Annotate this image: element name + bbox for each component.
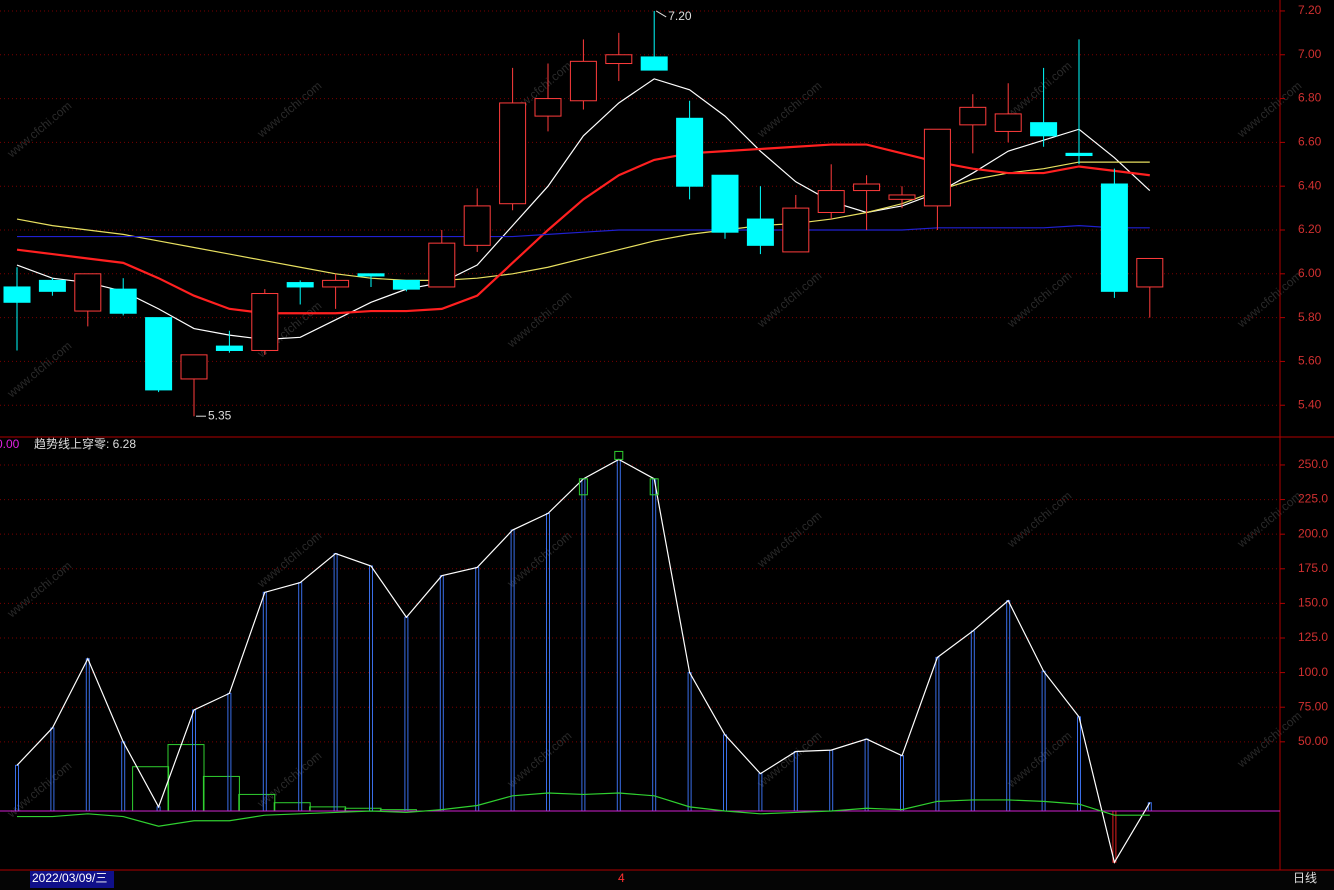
candle-body: [746, 218, 774, 246]
candle-body: [959, 106, 987, 126]
y-tick-label: 7.00: [1298, 47, 1322, 61]
cursor-date: 2022/03/09/三: [32, 871, 107, 885]
candle-body: [251, 293, 279, 351]
month-label: 4: [618, 871, 625, 885]
y-tick-label: 6.80: [1298, 91, 1322, 105]
low-label: 5.35: [208, 408, 232, 422]
peak-marker: [614, 450, 624, 460]
indicator-label: 趋势线上穿零: 6.28: [34, 436, 136, 451]
candle-body: [569, 60, 597, 102]
y-tick-label: 5.60: [1298, 354, 1322, 368]
y-tick-label: 250.0: [1298, 457, 1328, 471]
candle-body: [640, 56, 668, 71]
peak-marker: [578, 478, 588, 496]
candle-body: [428, 242, 456, 288]
y-tick-label: 150.0: [1298, 596, 1328, 610]
candle-body: [1136, 257, 1164, 288]
y-tick-label: 225.0: [1298, 492, 1328, 506]
candle-body: [357, 273, 385, 277]
y-tick-label: 6.00: [1298, 266, 1322, 280]
candle-body: [145, 317, 173, 391]
footer: [0, 870, 1334, 890]
y-tick-label: 6.40: [1298, 178, 1322, 192]
candle-body: [286, 282, 314, 288]
candle-body: [534, 98, 562, 117]
ma-line: [16, 161, 1150, 281]
ma-line: [17, 225, 1150, 238]
y-tick-label: 100.0: [1298, 665, 1328, 679]
candle-body: [463, 205, 491, 246]
y-tick-label: 6.60: [1298, 135, 1322, 149]
indicator-value: 0.00: [0, 437, 20, 451]
candle-body: [392, 279, 420, 290]
y-tick-label: 125.0: [1298, 630, 1328, 644]
y-tick-label: 75.00: [1298, 699, 1328, 713]
candle-body: [1030, 122, 1058, 137]
candle-body: [499, 102, 527, 205]
candle-body: [605, 54, 633, 65]
ma-line: [16, 143, 1150, 315]
peak-marker: [649, 478, 659, 496]
y-tick-label: 5.80: [1298, 310, 1322, 324]
candle-body: [853, 183, 881, 192]
high-label: 7.20: [668, 9, 692, 23]
candle-body: [676, 117, 704, 187]
candle-body: [38, 279, 66, 292]
candle-body: [817, 190, 845, 213]
candle-body: [3, 286, 31, 303]
y-tick-label: 175.0: [1298, 561, 1328, 575]
candle-body: [923, 128, 951, 207]
period: 日线: [1293, 871, 1317, 885]
candle-body: [74, 273, 102, 312]
y-tick-label: 200.0: [1298, 526, 1328, 540]
y-tick-label: 7.20: [1298, 3, 1322, 17]
candle-body: [322, 279, 350, 288]
cursor-date-box: [30, 871, 114, 888]
candle-body: [1065, 152, 1093, 157]
candle-body: [711, 174, 739, 233]
high-pointer: [655, 10, 667, 18]
y-tick-label: 6.20: [1298, 222, 1322, 236]
signal-line: [17, 792, 1150, 827]
y-tick-label: 50.00: [1298, 734, 1328, 748]
candle-body: [888, 194, 916, 200]
candle-body: [1100, 183, 1128, 292]
candle-body: [109, 288, 137, 314]
ma-line: [16, 78, 1151, 341]
candle-body: [782, 207, 810, 253]
candle-body: [180, 354, 208, 380]
candle-body: [994, 113, 1022, 132]
y-tick-label: 5.40: [1298, 397, 1322, 411]
candle-body: [215, 345, 243, 351]
